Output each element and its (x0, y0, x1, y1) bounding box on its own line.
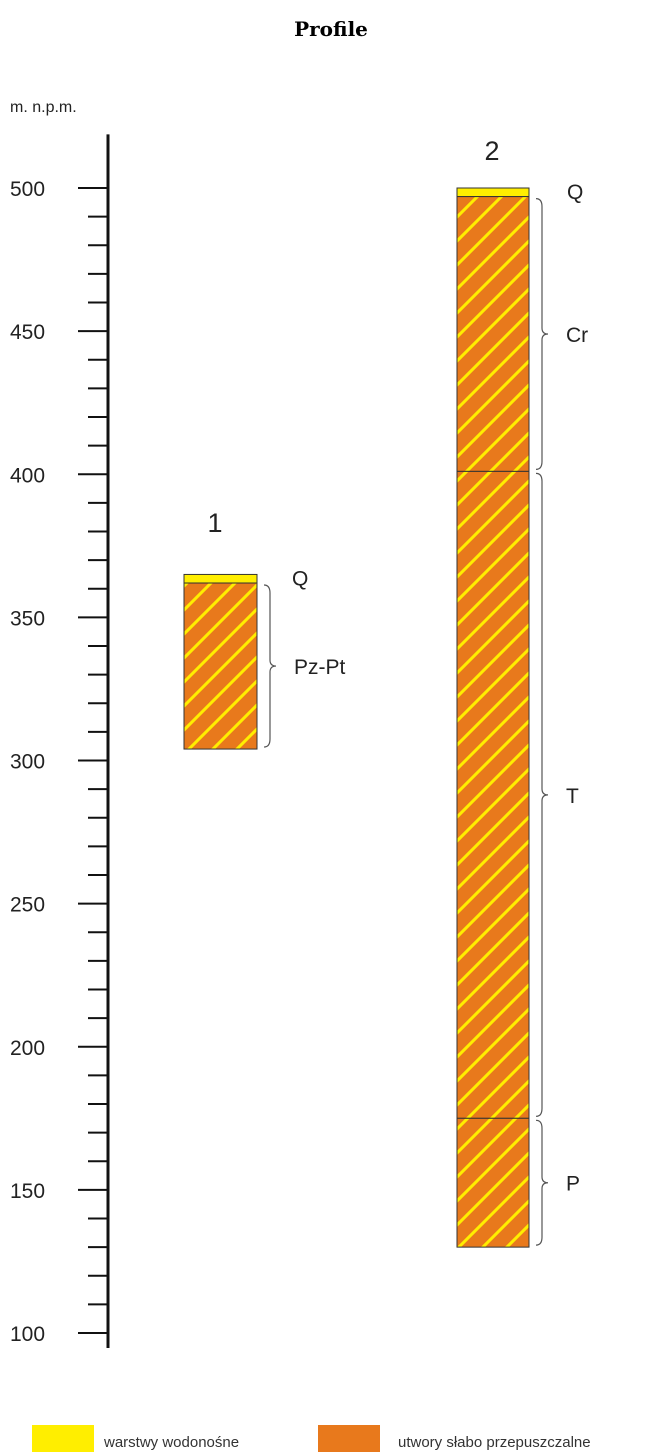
layer-hatch (184, 583, 257, 750)
axis-tick-label: 200 (10, 1037, 45, 1060)
unit-bracket (263, 584, 277, 748)
axis-tick-label: 350 (10, 607, 45, 630)
layer-q (457, 188, 529, 197)
layer-outline (183, 582, 258, 750)
unit-bracket (535, 197, 549, 470)
unit-label-q: Q (292, 567, 308, 590)
layer-q (184, 574, 257, 584)
diagram-title: Profile (294, 17, 368, 41)
axis-tick-label: 150 (10, 1180, 45, 1203)
axis-tick-label: 100 (10, 1323, 45, 1346)
well-profiles: 1 Pz-Pt Q 2 Cr T P Q (183, 136, 588, 1248)
well-label: 1 (207, 508, 222, 538)
axis-tick-label: 450 (10, 321, 45, 344)
axis-tick-label: 300 (10, 751, 45, 774)
well-1: 1 Pz-Pt Q (183, 508, 346, 750)
elevation-axis: 500 450 400 350 300 250 200 150 100 (10, 134, 110, 1348)
layer-hatch (457, 471, 529, 1119)
layer-hatch (457, 1118, 529, 1248)
unit-label-q: Q (567, 181, 583, 204)
legend-swatch-aquitard (318, 1425, 380, 1452)
unit-label-cr: Cr (566, 324, 588, 347)
legend: warstwy wodonośne utwory słabo przepuszc… (32, 1425, 591, 1452)
well-2: 2 Cr T P Q (456, 136, 588, 1248)
unit-bracket (535, 1119, 549, 1246)
legend-label-aquitard: utwory słabo przepuszczalne (398, 1434, 591, 1451)
unit-label-pz-pt: Pz-Pt (294, 656, 346, 679)
layer-hatch (457, 196, 529, 472)
legend-label-aquifer: warstwy wodonośne (103, 1434, 239, 1451)
axis-tick-label: 500 (10, 178, 45, 201)
legend-swatch-aquifer (32, 1425, 94, 1452)
well-label: 2 (484, 136, 499, 166)
axis-tick-label: 400 (10, 464, 45, 487)
unit-label-t: T (566, 785, 579, 808)
axis-unit-label: m. n.p.m. (10, 99, 77, 116)
unit-bracket (535, 472, 549, 1117)
unit-label-p: P (566, 1173, 580, 1196)
layer-outline (456, 1117, 530, 1248)
axis-tick-label: 250 (10, 894, 45, 917)
